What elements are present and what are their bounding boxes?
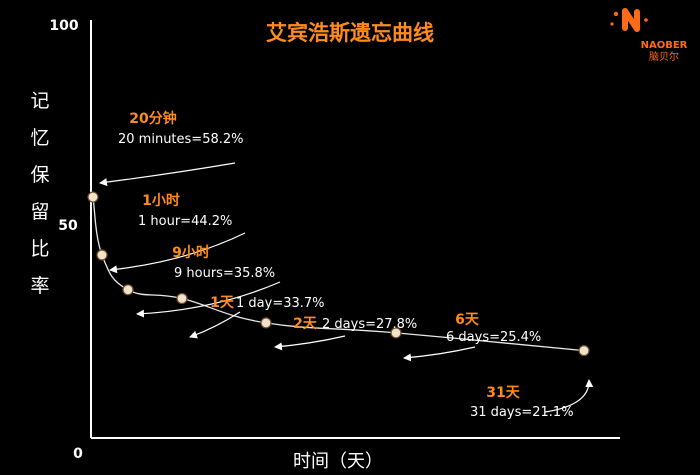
data-label-cn: 2天: [293, 316, 318, 332]
data-label-en: 2 days=27.8%: [322, 317, 417, 332]
data-point: [578, 345, 590, 357]
data-label-en: 6 days=25.4%: [446, 330, 541, 345]
logo-brand-cn: 脑贝尔: [649, 50, 679, 63]
data-point: [87, 191, 99, 203]
data-label-en: 31 days=21.1%: [470, 405, 574, 420]
data-point: [260, 317, 272, 329]
data-point: [176, 292, 188, 305]
data-label-cn: 1天: [210, 295, 235, 311]
naober-logo-mark: [610, 8, 648, 32]
y-tick-50: 50: [58, 218, 78, 234]
data-point: [390, 327, 402, 339]
y-axis-label: 记忆保留比率: [30, 90, 49, 297]
data-point: [122, 284, 134, 296]
data-label-cn: 31天: [486, 385, 520, 401]
annotation-arrow: [544, 379, 594, 413]
annotation-arrow: [99, 162, 236, 187]
data-label-cn: 20分钟: [129, 110, 176, 127]
annotation-arrows: [99, 162, 594, 413]
data-point: [96, 249, 108, 261]
chart-title: 艾宾浩斯遗忘曲线: [266, 21, 434, 45]
data-labels: 20分钟 20 minutes=58.2% 1小时 1 hour=44.2% 9小时 9 …: [118, 110, 574, 420]
x-axis-label: 时间（天）: [293, 451, 383, 472]
annotation-arrow: [274, 335, 346, 351]
annotation-arrow: [109, 232, 246, 274]
data-label-en: 1 day=33.7%: [236, 296, 325, 311]
annotation-arrow: [189, 311, 241, 339]
naober-logo: NAOBER 脑贝尔: [610, 8, 688, 63]
data-label-en: 9 hours=35.8%: [174, 266, 275, 281]
forgetting-curve-line: [92, 196, 585, 352]
data-points: [87, 191, 590, 357]
y-tick-0: 0: [73, 446, 83, 462]
data-label-cn: 6天: [455, 312, 480, 328]
data-label-cn: 1小时: [142, 192, 180, 209]
logo-brand-en: NAOBER: [641, 40, 688, 51]
data-label-en: 20 minutes=58.2%: [118, 132, 244, 147]
annotation-arrow: [136, 281, 281, 318]
data-label-cn: 9小时: [172, 244, 210, 261]
y-tick-100: 100: [49, 18, 78, 34]
annotation-arrow: [403, 346, 476, 362]
data-label-en: 1 hour=44.2%: [138, 214, 232, 229]
